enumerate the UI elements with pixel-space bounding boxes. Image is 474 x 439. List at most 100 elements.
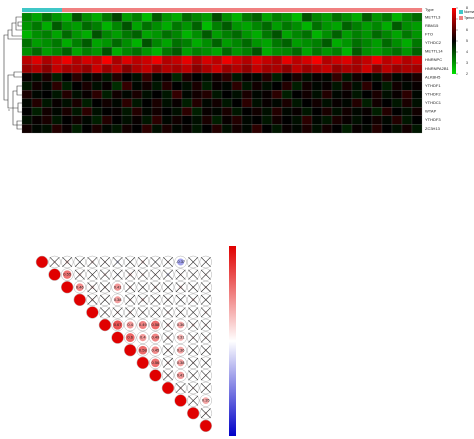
heat-cell (141, 81, 153, 91)
heat-cell (271, 64, 283, 74)
heat-cell (201, 72, 213, 82)
heat-cell (21, 98, 33, 108)
heat-cell (101, 30, 113, 39)
heat-cell (281, 124, 293, 134)
heat-cell (331, 72, 343, 82)
heat-cell (301, 38, 313, 48)
heat-cell (301, 47, 313, 56)
heat-cell (331, 90, 343, 99)
heat-cell (51, 124, 63, 134)
heat-cell (111, 47, 123, 56)
non-significant-cross (150, 307, 161, 318)
heat-cell (361, 47, 373, 56)
heat-cell (81, 115, 93, 125)
heat-cell (41, 72, 53, 82)
heat-cell (191, 81, 203, 91)
heat-cell (331, 98, 343, 108)
heat-cell (161, 21, 173, 31)
heat-cell (181, 72, 193, 82)
corr-label: 0.49 (139, 322, 148, 327)
heat-cell (251, 55, 263, 65)
heat-cell (101, 124, 113, 134)
type-cell (22, 8, 33, 12)
heat-cell (21, 64, 33, 74)
heat-cell (231, 81, 243, 91)
type-cell (342, 8, 353, 12)
non-significant-cross (99, 294, 111, 305)
heat-cell (41, 55, 53, 65)
heat-cell (371, 90, 383, 99)
non-significant-cross (162, 294, 174, 305)
heat-cell (341, 30, 353, 39)
heat-cell (41, 64, 53, 74)
heat-cell (301, 124, 313, 134)
heat-cell (191, 30, 203, 39)
heat-cell (331, 30, 343, 39)
heat-cell (81, 21, 93, 31)
heat-cell (151, 115, 163, 125)
non-significant-cross (188, 382, 199, 394)
heat-cell (321, 12, 333, 22)
heat-cell (81, 90, 93, 99)
corr-circle (125, 333, 135, 343)
heat-cell (291, 30, 303, 39)
heat-cell (401, 72, 413, 82)
heat-cell (21, 81, 33, 91)
non-significant-cross (87, 269, 98, 280)
type-cell (72, 8, 83, 12)
heat-cell (151, 72, 163, 82)
heat-cell (191, 47, 203, 56)
heat-cell (151, 21, 163, 31)
type-cell (42, 8, 53, 12)
heat-cell (221, 124, 233, 134)
heat-cell (231, 55, 243, 65)
heat-cell (111, 30, 123, 39)
heat-cell (131, 98, 143, 108)
heat-cell (311, 12, 323, 22)
heat-cell (221, 21, 233, 31)
heat-cell (351, 115, 363, 125)
heat-cell (341, 124, 353, 134)
heat-cell (321, 107, 333, 116)
heat-cell (181, 38, 193, 48)
corr-label: 0.4 (140, 335, 146, 340)
heat-cell (241, 107, 253, 116)
non-significant-cross (125, 256, 136, 268)
heat-cell (31, 30, 43, 39)
heat-cell (51, 98, 63, 108)
heat-cell (111, 98, 123, 108)
heat-cell (91, 98, 103, 108)
heat-cell (141, 21, 153, 31)
heat-cell (291, 72, 303, 82)
heat-cell (181, 90, 193, 99)
heat-cell (111, 81, 123, 91)
corr-circle (36, 256, 48, 268)
heat-cell (321, 21, 333, 31)
corr-label: -0.37 (176, 259, 186, 264)
corr-label: 0.36 (177, 322, 186, 327)
heat-cell (271, 21, 283, 31)
heat-cell (111, 64, 123, 74)
heat-cell (361, 64, 373, 74)
heat-cell (121, 12, 133, 22)
heat-cell (391, 81, 403, 91)
non-significant-cross (112, 307, 123, 318)
non-significant-cross (162, 370, 174, 381)
heat-cell (231, 64, 243, 74)
heat-cell (351, 30, 363, 39)
heat-cell (71, 64, 83, 74)
heat-cell (321, 64, 333, 74)
heat-cell (251, 115, 263, 125)
heat-cell (221, 38, 233, 48)
heat-cell (91, 55, 103, 65)
heat-cell (191, 115, 203, 125)
heat-cell (331, 47, 343, 56)
heat-cell (81, 72, 93, 82)
type-cell (362, 8, 373, 12)
heat-cell (271, 38, 283, 48)
heat-cell (211, 90, 223, 99)
heat-cell (271, 124, 283, 134)
heat-cell (381, 47, 393, 56)
heat-cell (251, 107, 263, 116)
heat-cell (261, 55, 273, 65)
